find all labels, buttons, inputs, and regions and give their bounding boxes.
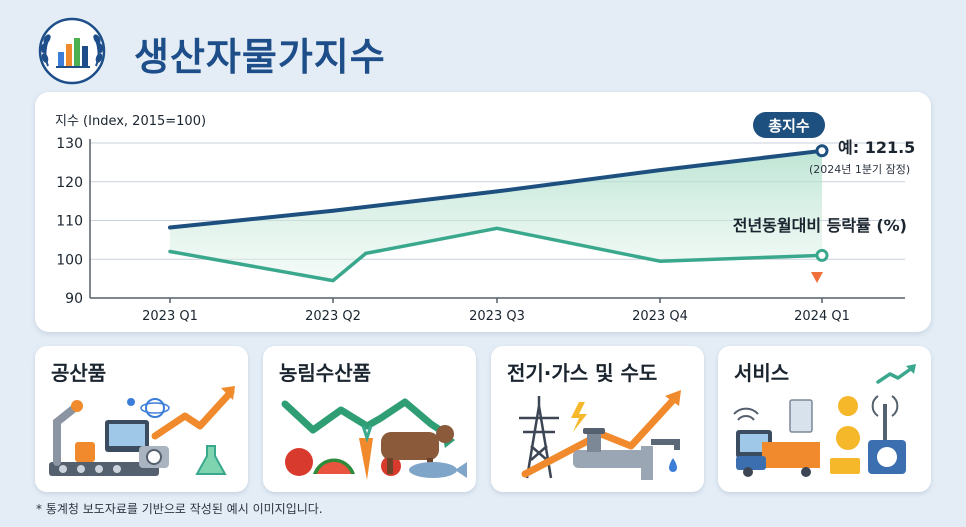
y-tick-label: 110 bbox=[56, 214, 83, 230]
area-fill bbox=[170, 150, 822, 281]
series-marker-total-index bbox=[815, 144, 829, 158]
y-axis-label: 지수 (Index, 2015=100) bbox=[55, 114, 206, 129]
series2-label: 전년동월대비 등락률 (%) bbox=[733, 216, 907, 235]
category-cards: 공산품 농림수산품 bbox=[35, 346, 931, 492]
x-tick-label: 2023 Q3 bbox=[469, 309, 525, 324]
x-tick-label: 2023 Q1 bbox=[142, 309, 198, 324]
header: 생산자물가지수 bbox=[22, 10, 622, 90]
utility-pylon-pipe-icon bbox=[519, 390, 681, 480]
x-tick-label: 2023 Q2 bbox=[305, 309, 361, 324]
category-card-services[interactable]: 서비스 bbox=[718, 346, 931, 492]
y-ticks: 90 100 110 120 130 bbox=[56, 136, 83, 307]
y-tick-label: 120 bbox=[56, 175, 83, 191]
farm-produce-icon bbox=[281, 398, 467, 480]
card-title: 서비스 bbox=[734, 361, 790, 385]
x-tick-label: 2024 Q1 bbox=[794, 309, 850, 324]
down-triangle-icon bbox=[811, 272, 823, 283]
legend-badge-label: 총지수 bbox=[768, 117, 810, 135]
legend-badge bbox=[753, 112, 825, 138]
y-tick-label: 100 bbox=[56, 252, 83, 268]
page-title: 생산자물가지수 bbox=[134, 35, 386, 79]
line-chart: 지수 (Index, 2015=100) 90 100 110 120 130 2023… bbox=[55, 112, 915, 324]
x-ticks: 2023 Q1 2023 Q2 2023 Q3 2023 Q4 2024 Q1 bbox=[142, 298, 850, 324]
bar-chart-laurel-icon bbox=[38, 17, 106, 85]
x-tick-label: 2023 Q4 bbox=[632, 309, 688, 324]
annotation-sub: (2024년 1분기 잠정) bbox=[809, 163, 910, 176]
chart-card: 지수 (Index, 2015=100) 90 100 110 120 130 2023… bbox=[35, 92, 931, 332]
y-tick-label: 130 bbox=[56, 136, 83, 152]
service-logistics-icon bbox=[733, 364, 916, 477]
factory-robot-arm-icon bbox=[49, 386, 235, 476]
annotation-main: 예: 121.5 bbox=[838, 138, 915, 157]
card-title: 전기·가스 및 수도 bbox=[507, 361, 658, 385]
y-tick-label: 90 bbox=[65, 291, 83, 307]
category-card-utilities[interactable]: 전기·가스 및 수도 bbox=[491, 346, 704, 492]
category-card-agri[interactable]: 농림수산품 bbox=[263, 346, 476, 492]
card-title: 농림수산품 bbox=[279, 361, 371, 385]
card-title: 공산품 bbox=[51, 361, 107, 385]
series-line-total-index bbox=[168, 148, 824, 230]
footnote: * 통계청 보도자료를 기반으로 작성된 예시 이미지입니다. bbox=[36, 502, 323, 516]
series-marker-yoy-rate bbox=[815, 248, 829, 262]
series-line-yoy-rate bbox=[168, 226, 824, 283]
category-card-industrial[interactable]: 공산품 bbox=[35, 346, 248, 492]
